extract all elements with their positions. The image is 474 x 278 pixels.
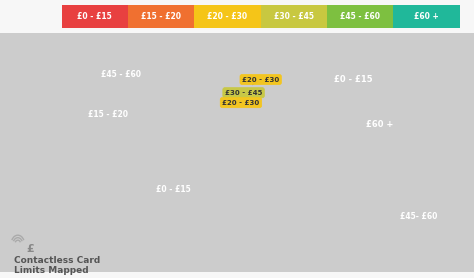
FancyBboxPatch shape (393, 5, 460, 28)
Text: £30 - £45: £30 - £45 (274, 12, 314, 21)
Text: £60 +: £60 + (365, 120, 393, 128)
Text: £20 - £30: £20 - £30 (222, 100, 260, 106)
Text: £45 - £60: £45 - £60 (340, 12, 380, 21)
FancyBboxPatch shape (261, 5, 327, 28)
Text: £20 - £30: £20 - £30 (242, 76, 279, 83)
FancyBboxPatch shape (194, 5, 261, 28)
FancyBboxPatch shape (128, 5, 194, 28)
Text: £45- £60: £45- £60 (400, 212, 438, 221)
FancyBboxPatch shape (62, 5, 128, 28)
FancyBboxPatch shape (10, 234, 46, 264)
Text: Contactless Card
Limits Mapped: Contactless Card Limits Mapped (14, 256, 100, 275)
FancyBboxPatch shape (327, 5, 393, 28)
Text: £15 - £20: £15 - £20 (88, 110, 128, 119)
Text: £30 - £45: £30 - £45 (225, 90, 262, 96)
Text: £: £ (27, 244, 34, 254)
Text: £60 +: £60 + (414, 12, 439, 21)
Text: £0 - £15: £0 - £15 (77, 12, 112, 21)
Text: £0 - £15: £0 - £15 (334, 75, 372, 84)
Text: £20 - £30: £20 - £30 (208, 12, 247, 21)
Text: £45 - £60: £45 - £60 (101, 70, 141, 79)
Text: £15 - £20: £15 - £20 (141, 12, 181, 21)
Text: £0 - £15: £0 - £15 (156, 185, 191, 195)
